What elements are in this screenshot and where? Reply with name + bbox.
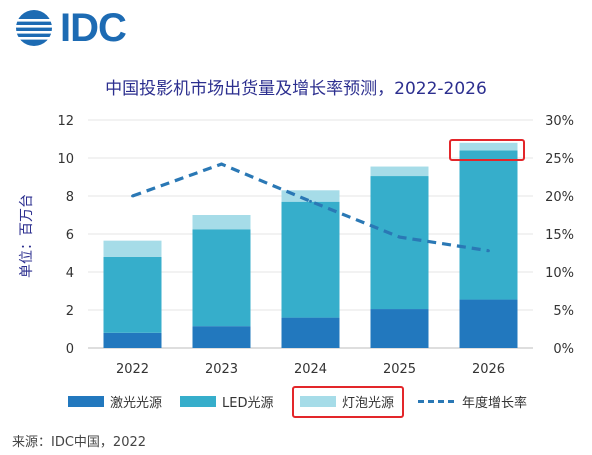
legend-swatch-led bbox=[180, 396, 216, 407]
highlight-box-legend-lamp bbox=[292, 386, 404, 418]
logo-text: IDC bbox=[60, 6, 127, 50]
bar-led-2026 bbox=[459, 150, 518, 300]
bar-laser-2026 bbox=[459, 299, 518, 348]
growth-point-2022 bbox=[131, 194, 134, 198]
x-tick-label: 2022 bbox=[116, 362, 149, 377]
chart-title: 中国投影机市场出货量及增长率预测，2022-2026 bbox=[105, 79, 487, 99]
y2-tick-label: 0% bbox=[553, 342, 574, 357]
growth-point-2023 bbox=[220, 162, 223, 166]
bar-lamp-2026 bbox=[459, 142, 518, 151]
legend-item-laser: 激光光源 bbox=[68, 392, 162, 411]
highlight-box-2026-lamp bbox=[449, 139, 525, 161]
y2-tick-label: 10% bbox=[545, 266, 574, 281]
y-tick-label: 8 bbox=[66, 190, 74, 205]
legend-label-growth: 年度增长率 bbox=[462, 396, 528, 411]
y-tick-label: 4 bbox=[66, 266, 74, 281]
growth-point-2026 bbox=[487, 249, 490, 253]
growth-point-2024 bbox=[309, 199, 312, 203]
bar-laser-2023 bbox=[192, 326, 251, 348]
x-tick-label: 2024 bbox=[294, 362, 327, 377]
source-note: 来源：IDC中国，2022 bbox=[12, 435, 147, 450]
y2-tick-label: 25% bbox=[545, 152, 574, 167]
legend-label-laser: 激光光源 bbox=[110, 396, 163, 411]
legend-item-lamp: 灯泡光源 bbox=[300, 392, 394, 411]
legend-swatch-laser bbox=[68, 396, 104, 407]
y-tick-label: 10 bbox=[57, 152, 74, 167]
bar-lamp-2025 bbox=[370, 166, 429, 177]
bar-led-2024 bbox=[281, 201, 340, 318]
y2-tick-label: 20% bbox=[545, 190, 574, 205]
y2-tick-label: 5% bbox=[553, 304, 574, 319]
x-tick-label: 2023 bbox=[205, 362, 238, 377]
bar-laser-2025 bbox=[370, 309, 429, 348]
x-tick-label: 2026 bbox=[472, 362, 505, 377]
y2-tick-label: 15% bbox=[545, 228, 574, 243]
legend-item-led: LED光源 bbox=[180, 392, 273, 411]
growth-line bbox=[131, 162, 490, 253]
legend-swatch-lamp bbox=[300, 396, 336, 407]
y-tick-label: 6 bbox=[66, 228, 74, 243]
bar-lamp-2024 bbox=[281, 190, 340, 202]
bar-led-2022 bbox=[103, 256, 162, 333]
y-tick-label: 12 bbox=[57, 114, 74, 129]
y-tick-label: 0 bbox=[66, 342, 74, 357]
y2-tick-label: 30% bbox=[545, 114, 574, 129]
bar-laser-2024 bbox=[281, 317, 340, 348]
y-axis-ticks: 0 2 4 6 8 10 12 bbox=[57, 114, 74, 357]
bars bbox=[103, 142, 518, 348]
x-tick-label: 2025 bbox=[383, 362, 416, 377]
growth-line-path bbox=[131, 162, 489, 253]
bar-lamp-2022 bbox=[103, 240, 162, 257]
idc-logo: IDC bbox=[14, 6, 127, 50]
legend-item-growth: 年度增长率 bbox=[418, 392, 527, 411]
globe-icon bbox=[16, 10, 52, 46]
bar-laser-2022 bbox=[103, 332, 162, 348]
x-axis-ticks: 2022 2023 2024 2025 2026 bbox=[116, 362, 505, 377]
bar-led-2023 bbox=[192, 229, 251, 327]
y2-axis-ticks: 0% 5% 10% 15% 20% 25% 30% bbox=[545, 114, 574, 357]
bar-lamp-2023 bbox=[192, 215, 251, 230]
legend-label-lamp: 灯泡光源 bbox=[342, 396, 395, 411]
bar-led-2025 bbox=[370, 176, 429, 310]
legend-label-led: LED光源 bbox=[222, 396, 274, 411]
legend: 激光光源 LED光源 灯泡光源 年度增长率 bbox=[0, 386, 592, 416]
y-tick-label: 2 bbox=[66, 304, 74, 319]
growth-point-2025 bbox=[398, 235, 401, 239]
legend-swatch-growth bbox=[418, 400, 454, 403]
